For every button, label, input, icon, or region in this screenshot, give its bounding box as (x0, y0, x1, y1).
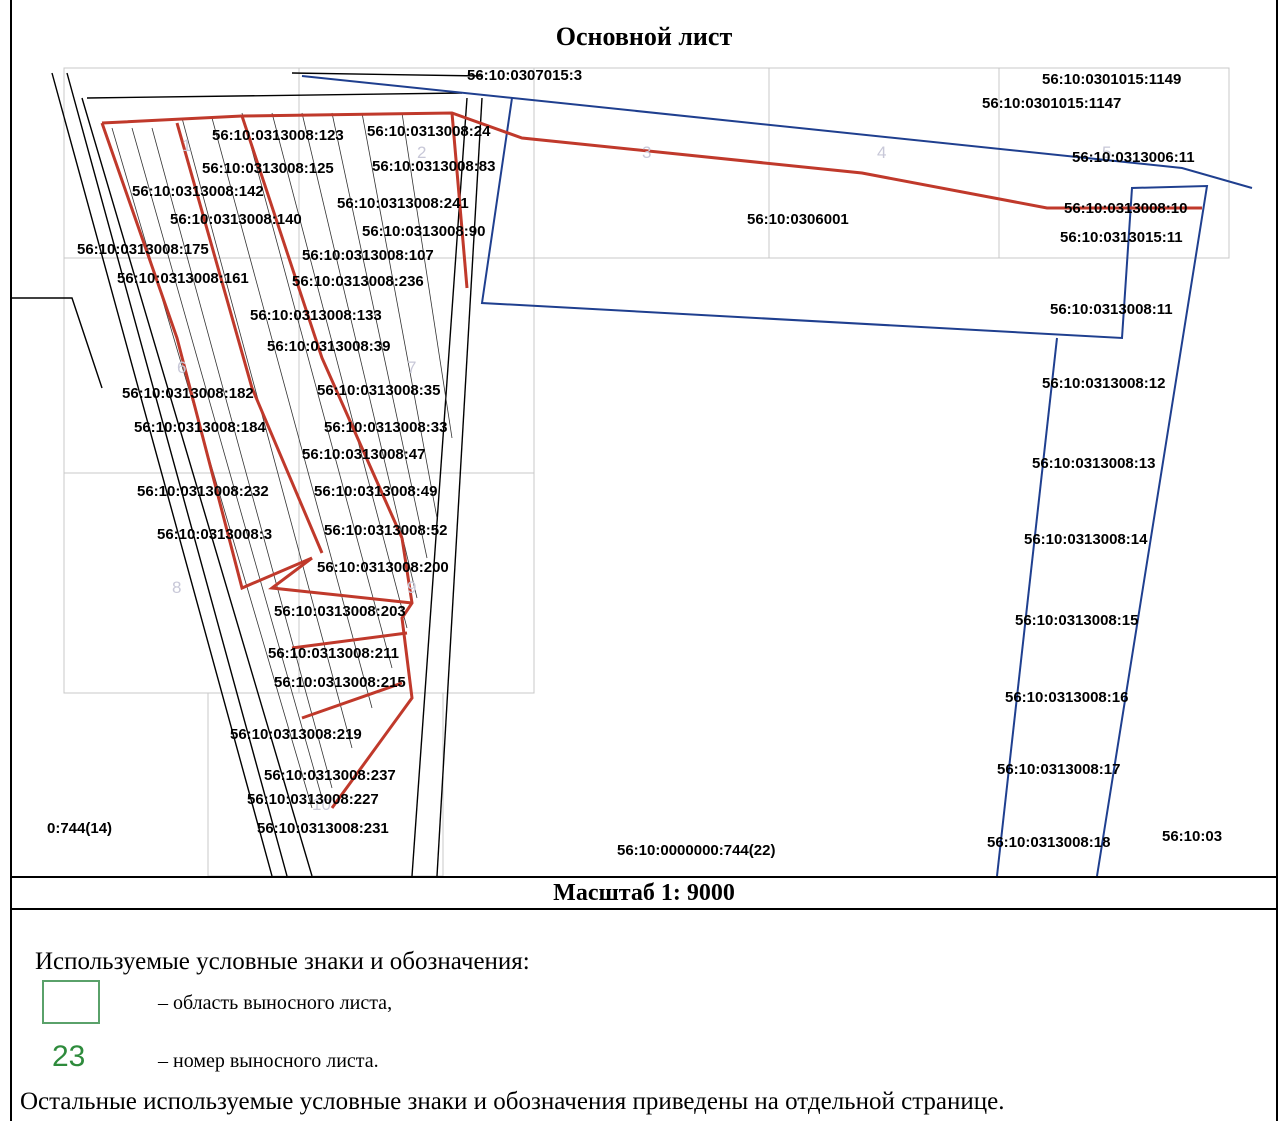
parcel-label: 56:10:0313008:39 (267, 338, 390, 355)
parcel-label: 56:10:0313008:35 (317, 382, 440, 399)
parcel-label: 56:10:0313008:15 (1015, 612, 1138, 629)
parcel-label: 56:10:0313015:11 (1060, 229, 1183, 246)
legend-number-sample: 23 (52, 1040, 86, 1073)
parcel-label: 56:10:0313008:232 (137, 483, 269, 500)
parcel-labels: 56:10:0307015:3 56:10:0301015:1149 56:10… (47, 67, 1222, 859)
parcel-label: 56:10:0313008:24 (367, 123, 491, 140)
parcel-label: 56:10:0000000:744(22) (617, 842, 775, 859)
sheet-number-labels: 1 2 3 4 5 6 7 8 9 10 (172, 136, 1111, 814)
legend-heading: Используемые условные знаки и обозначени… (35, 948, 530, 975)
parcel-label: 56:10:0306001 (747, 211, 849, 228)
parcel-label: 56:10:0313008:184 (134, 419, 266, 436)
legend-area-swatch (42, 980, 100, 1024)
parcel-label: 56:10:0313006:11 (1072, 149, 1195, 166)
parcel-label: 56:10:0313008:219 (230, 726, 362, 743)
page-frame (10, 0, 1278, 1121)
parcel-label: 56:10:0313008:13 (1032, 455, 1155, 472)
parcel-label: 56:10:0313008:133 (250, 307, 382, 324)
parcel-label: 56:10:0313008:123 (212, 127, 344, 144)
route-line (100, 111, 1202, 809)
sheet-number: 3 (642, 143, 651, 162)
sheet-number: 1 (182, 136, 191, 155)
parcel-label: 56:10:0313008:241 (337, 195, 469, 212)
sheet-number: 7 (407, 358, 416, 377)
parcel-label: 56:10:0307015:3 (467, 67, 582, 84)
sheet-number: 6 (177, 358, 186, 377)
legend-area-text: – область выносного листа, (158, 992, 393, 1014)
sheet-number: 8 (172, 578, 181, 597)
parcel-label: 56:10:0313008:10 (1064, 200, 1187, 217)
parcel-label: 56:10:0313008:175 (77, 241, 209, 258)
parcel-label: 56:10:0301015:1149 (1042, 71, 1181, 88)
sheet-number: 4 (877, 143, 886, 162)
parcel-label: 56:10:0313008:182 (122, 385, 254, 402)
parcel-label: 56:10:0313008:211 (268, 645, 399, 662)
road-lines (12, 72, 483, 876)
map-title: Основной лист (555, 22, 733, 51)
parcel-label: 56:10:0313008:125 (202, 160, 334, 177)
sheet-number: 5 (1102, 143, 1111, 162)
parcel-label: 56:10:0313008:215 (274, 674, 406, 691)
parcel-label: 56:10:0313008:12 (1042, 375, 1165, 392)
map-canvas: 1 2 3 4 5 6 7 8 9 10 56:10:0307015:3 56:… (12, 67, 1253, 876)
parcel-label: 56:10:0313008:231 (257, 820, 389, 837)
parcel-label: 56:10:0301015:1147 (982, 95, 1121, 112)
scale-label: Масштаб 1: 9000 (10, 876, 1278, 910)
parcel-label: 56:10:0313008:200 (317, 559, 449, 576)
parcel-label: 56:10:0313008:237 (264, 767, 396, 784)
legend-number-text: – номер выносного листа. (158, 1050, 379, 1072)
sheet-number: 9 (407, 578, 416, 597)
parcel-label: 56:10:0313008:227 (247, 791, 379, 808)
sheet-number: 10 (312, 795, 331, 814)
parcel-label: 56:10:0313008:33 (324, 419, 447, 436)
boundary-lines (301, 75, 1253, 876)
parcel-label: 56:10:03 (1162, 828, 1222, 845)
parcel-label: 56:10:0313008:16 (1005, 689, 1128, 706)
parcel-label: 56:10:0313008:18 (987, 834, 1110, 851)
parcel-label: 56:10:0313008:17 (997, 761, 1120, 778)
parcel-label: 56:10:0313008:161 (117, 270, 249, 287)
parcel-label: 56:10:0313008:52 (324, 522, 447, 539)
parcel-label: 56:10:0313008:90 (362, 223, 485, 240)
parcel-label: 56:10:0313008:83 (372, 158, 495, 175)
parcel-label: 56:10:0313008:107 (302, 247, 434, 264)
parcel-label: 56:10:0313008:203 (274, 603, 406, 620)
sheet-frames (63, 67, 1230, 876)
parcel-label: 56:10:0313008:3 (157, 526, 272, 543)
parcel-label: 56:10:0313008:14 (1024, 531, 1148, 548)
parcel-label: 56:10:0313008:236 (292, 273, 424, 290)
sheet-number: 2 (417, 143, 426, 162)
parcel-label: 56:10:0313008:49 (314, 483, 437, 500)
legend-footer-note: Остальные используемые условные знаки и … (20, 1088, 1005, 1115)
parcel-label: 56:10:0313008:11 (1050, 301, 1173, 318)
parcel-label: 56:10:0313008:47 (302, 446, 425, 463)
parcel-stripes (111, 112, 453, 809)
parcel-label: 0:744(14) (47, 820, 112, 837)
parcel-label: 56:10:0313008:142 (132, 183, 264, 200)
parcel-label: 56:10:0313008:140 (170, 211, 302, 228)
